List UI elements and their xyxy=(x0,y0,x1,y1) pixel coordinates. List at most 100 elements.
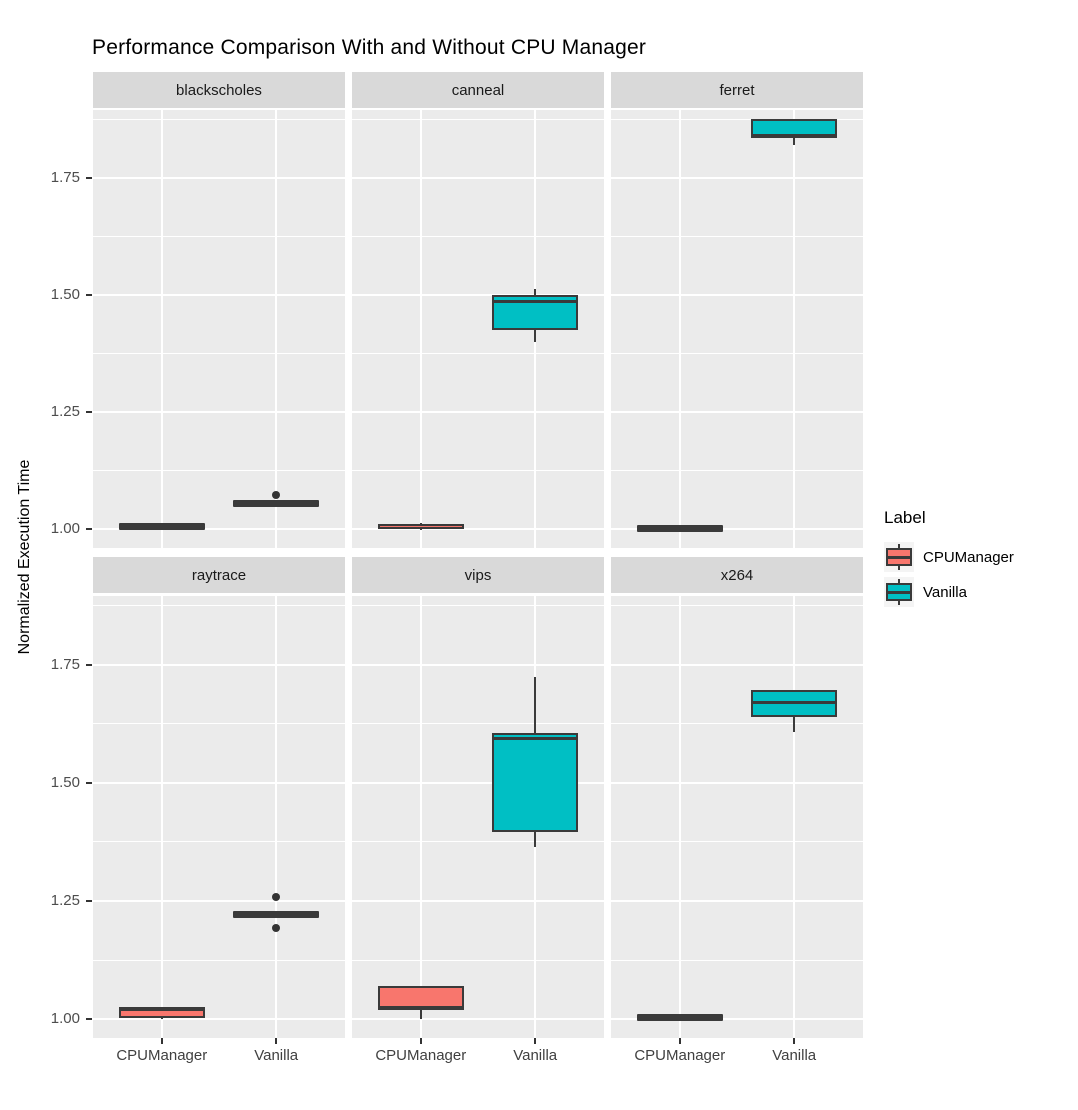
minor-gridline xyxy=(611,604,863,606)
major-gridline xyxy=(352,294,604,297)
y-tick-mark xyxy=(86,294,92,297)
lower-whisker xyxy=(419,1009,422,1020)
legend-title: Label xyxy=(884,508,926,527)
minor-gridline xyxy=(93,723,345,725)
minor-gridline xyxy=(611,470,863,472)
minor-gridline xyxy=(93,604,345,606)
minor-gridline xyxy=(93,235,345,237)
major-gridline xyxy=(352,781,604,784)
x-tick-mark xyxy=(160,1038,163,1044)
median-line xyxy=(377,1005,464,1009)
minor-gridline xyxy=(352,604,604,606)
major-gridline xyxy=(93,294,345,297)
facet-strip-ferret: ferret xyxy=(611,72,863,108)
legend-label: Vanilla xyxy=(923,583,967,601)
legend-entry-vanilla: Vanilla xyxy=(884,577,1014,607)
y-tick-label: 1.00 xyxy=(50,1010,80,1028)
boxplot-flat-box-cpumanager xyxy=(636,524,723,532)
outlier-point xyxy=(272,491,281,500)
major-gridline xyxy=(611,663,863,666)
vertical-gridline xyxy=(160,110,163,548)
x-tick-mark xyxy=(793,1038,796,1044)
boxplot-box-vanilla xyxy=(492,733,579,833)
legend-label: CPUManager xyxy=(923,548,1014,566)
boxplot-flat-box-cpumanager xyxy=(118,523,205,531)
major-gridline xyxy=(93,176,345,179)
minor-gridline xyxy=(93,470,345,472)
key-box xyxy=(886,583,912,601)
facet-panel-vips xyxy=(352,596,604,1038)
minor-gridline xyxy=(352,353,604,355)
minor-gridline xyxy=(352,723,604,725)
y-tick-mark xyxy=(86,1018,92,1021)
key-median-line xyxy=(888,591,910,594)
minor-gridline xyxy=(352,959,604,961)
y-tick-mark xyxy=(86,899,92,902)
major-gridline xyxy=(93,899,345,902)
median-line xyxy=(751,134,838,138)
y-tick-mark xyxy=(86,663,92,666)
major-gridline xyxy=(93,663,345,666)
outlier-point xyxy=(272,893,281,902)
upper-whisker xyxy=(534,288,537,296)
minor-gridline xyxy=(611,723,863,725)
major-gridline xyxy=(352,899,604,902)
vertical-gridline xyxy=(419,596,422,1038)
boxplot-flat-box-vanilla xyxy=(233,911,320,919)
vertical-gridline xyxy=(419,110,422,548)
lower-whisker xyxy=(534,832,537,847)
facet-panel-x264 xyxy=(611,596,863,1038)
y-tick-label: 1.25 xyxy=(50,891,80,909)
y-tick-mark xyxy=(86,411,92,414)
y-tick-label: 1.25 xyxy=(50,403,80,421)
minor-gridline xyxy=(611,235,863,237)
major-gridline xyxy=(611,294,863,297)
x-tick-label: Vanilla xyxy=(513,1047,558,1064)
facet-strip-canneal: canneal xyxy=(352,72,604,108)
upper-whisker xyxy=(534,677,537,734)
major-gridline xyxy=(352,528,604,531)
facet-strip-raytrace: raytrace xyxy=(93,557,345,593)
minor-gridline xyxy=(611,118,863,120)
major-gridline xyxy=(352,663,604,666)
facet-panel-blackscholes xyxy=(93,110,345,548)
major-gridline xyxy=(352,176,604,179)
minor-gridline xyxy=(352,470,604,472)
median-line xyxy=(492,737,579,741)
y-tick-label: 1.75 xyxy=(50,168,80,186)
vertical-gridline xyxy=(275,110,278,548)
y-tick-label: 1.50 xyxy=(50,286,80,304)
outlier-point xyxy=(272,924,281,933)
y-tick-label: 1.50 xyxy=(50,773,80,791)
major-gridline xyxy=(611,176,863,179)
minor-gridline xyxy=(93,353,345,355)
facet-panel-raytrace xyxy=(93,596,345,1038)
major-gridline xyxy=(611,411,863,414)
y-tick-label: 1.00 xyxy=(50,520,80,538)
median-line xyxy=(492,299,579,303)
boxplot-key-icon xyxy=(884,577,914,607)
legend-entry-cpumanager: CPUManager xyxy=(884,542,1014,572)
major-gridline xyxy=(611,528,863,531)
major-gridline xyxy=(93,781,345,784)
x-tick-label: CPUManager xyxy=(116,1047,208,1064)
minor-gridline xyxy=(93,118,345,120)
x-tick-label: CPUManager xyxy=(375,1047,467,1064)
facet-strip-blackscholes: blackscholes xyxy=(93,72,345,108)
y-tick-label: 1.75 xyxy=(50,655,80,673)
key-box xyxy=(886,548,912,566)
lower-whisker xyxy=(793,716,796,732)
vertical-gridline xyxy=(160,596,163,1038)
x-tick-mark xyxy=(678,1038,681,1044)
minor-gridline xyxy=(352,841,604,843)
major-gridline xyxy=(93,411,345,414)
major-gridline xyxy=(352,1018,604,1021)
minor-gridline xyxy=(93,841,345,843)
vertical-gridline xyxy=(678,110,681,548)
minor-gridline xyxy=(611,841,863,843)
y-tick-mark xyxy=(86,781,92,784)
minor-gridline xyxy=(93,959,345,961)
vertical-gridline xyxy=(678,596,681,1038)
facet-strip-vips: vips xyxy=(352,557,604,593)
facet-panel-canneal xyxy=(352,110,604,548)
